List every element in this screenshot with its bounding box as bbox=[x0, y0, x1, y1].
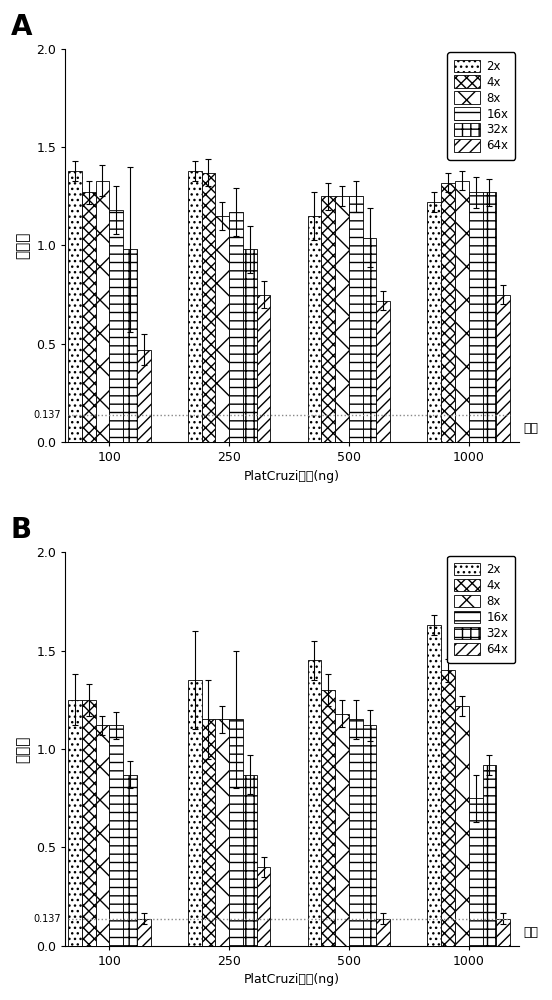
Bar bbox=[349, 719, 363, 946]
Bar bbox=[82, 192, 95, 442]
Bar bbox=[68, 171, 82, 442]
Bar bbox=[68, 700, 82, 946]
Legend: 2x, 4x, 8x, 16x, 32x, 64x: 2x, 4x, 8x, 16x, 32x, 64x bbox=[447, 52, 515, 160]
Y-axis label: 吸光度: 吸光度 bbox=[15, 232, 31, 259]
Bar bbox=[307, 216, 321, 442]
Bar bbox=[376, 919, 390, 946]
Bar bbox=[229, 719, 243, 946]
Bar bbox=[243, 249, 257, 442]
Text: 0.137: 0.137 bbox=[33, 410, 61, 420]
Text: 空白: 空白 bbox=[523, 422, 538, 435]
Bar bbox=[496, 919, 510, 946]
Bar bbox=[215, 216, 229, 442]
Bar bbox=[376, 301, 390, 442]
Bar bbox=[95, 725, 109, 946]
Bar bbox=[482, 192, 496, 442]
Bar bbox=[363, 238, 376, 442]
Bar bbox=[441, 670, 455, 946]
Bar bbox=[335, 196, 349, 442]
Bar bbox=[201, 719, 215, 946]
Bar bbox=[201, 173, 215, 442]
Bar bbox=[349, 196, 363, 442]
Bar bbox=[427, 625, 441, 946]
Bar bbox=[109, 725, 123, 946]
Bar bbox=[123, 249, 137, 442]
Y-axis label: 吸光度: 吸光度 bbox=[15, 735, 31, 763]
Bar bbox=[257, 295, 270, 442]
Bar bbox=[363, 725, 376, 946]
Bar bbox=[188, 171, 201, 442]
Bar bbox=[109, 210, 123, 442]
Bar bbox=[482, 765, 496, 946]
Bar bbox=[469, 192, 482, 442]
Bar bbox=[82, 700, 95, 946]
Bar bbox=[137, 919, 151, 946]
Bar bbox=[257, 867, 270, 946]
Bar bbox=[335, 714, 349, 946]
Bar bbox=[321, 196, 335, 442]
Bar bbox=[441, 183, 455, 442]
Bar bbox=[307, 660, 321, 946]
Bar bbox=[123, 775, 137, 946]
Bar bbox=[321, 690, 335, 946]
Bar bbox=[427, 202, 441, 442]
Bar bbox=[455, 706, 469, 946]
Bar bbox=[469, 798, 482, 946]
Text: 空白: 空白 bbox=[523, 926, 538, 939]
Bar bbox=[455, 181, 469, 442]
Bar bbox=[137, 350, 151, 442]
X-axis label: PlatCruzi的量(ng): PlatCruzi的量(ng) bbox=[244, 973, 340, 986]
Text: A: A bbox=[11, 13, 32, 41]
X-axis label: PlatCruzi的量(ng): PlatCruzi的量(ng) bbox=[244, 470, 340, 483]
Text: B: B bbox=[11, 516, 32, 544]
Bar bbox=[215, 719, 229, 946]
Bar bbox=[95, 181, 109, 442]
Bar bbox=[229, 212, 243, 442]
Bar bbox=[243, 775, 257, 946]
Text: 0.137: 0.137 bbox=[33, 914, 61, 924]
Bar bbox=[188, 680, 201, 946]
Legend: 2x, 4x, 8x, 16x, 32x, 64x: 2x, 4x, 8x, 16x, 32x, 64x bbox=[447, 556, 515, 663]
Bar bbox=[496, 295, 510, 442]
